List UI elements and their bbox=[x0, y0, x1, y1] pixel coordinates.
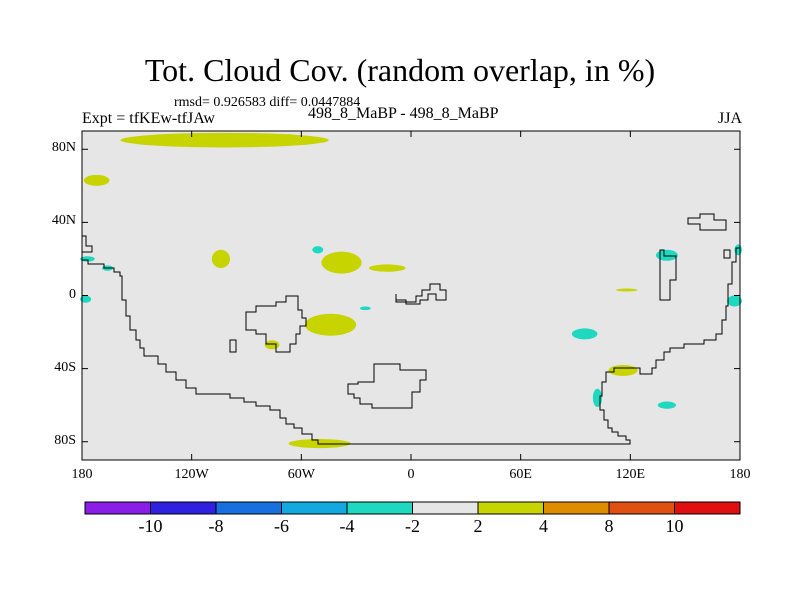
colorbar-swatch bbox=[346, 501, 413, 515]
colorbar-label: -10 bbox=[138, 516, 163, 536]
x-tick-label: 60E bbox=[509, 467, 532, 482]
anomaly-region-20 bbox=[727, 295, 742, 307]
coastline-south-america-interior bbox=[245, 295, 307, 353]
coastlines bbox=[82, 213, 741, 445]
anomaly-region-9 bbox=[615, 288, 638, 292]
anomaly-region-3 bbox=[211, 249, 231, 269]
x-tick-label: 180 bbox=[71, 467, 93, 482]
anomaly-region-7 bbox=[264, 340, 280, 350]
colorbar-swatch bbox=[608, 501, 675, 515]
colorbar-swatch bbox=[543, 501, 610, 515]
colorbar-swatch bbox=[281, 501, 348, 515]
coastline-americas bbox=[82, 244, 741, 445]
anomaly-region-14 bbox=[80, 295, 92, 303]
colorbar-label: -8 bbox=[208, 516, 224, 536]
colorbar bbox=[84, 501, 741, 515]
y-axis bbox=[82, 148, 740, 443]
coastline-equatorial-island bbox=[395, 283, 447, 305]
colorbar-swatch bbox=[150, 501, 217, 515]
colorbar-label: 2 bbox=[473, 516, 483, 536]
x-axis bbox=[81, 131, 741, 460]
x-tick-label: 120W bbox=[174, 467, 209, 482]
x-tick-label: 0 bbox=[407, 467, 415, 482]
anomaly-region-0 bbox=[120, 132, 329, 148]
map-background bbox=[82, 131, 740, 460]
y-tick-label: 40S bbox=[54, 359, 76, 375]
anomaly-region-11 bbox=[312, 246, 324, 254]
colorbar-label: 10 bbox=[665, 516, 684, 536]
colorbar-swatch bbox=[674, 501, 741, 515]
anomaly-region-4 bbox=[321, 251, 362, 274]
anomaly-region-19 bbox=[657, 401, 677, 409]
coastline-asia-northeast bbox=[687, 213, 727, 231]
anomaly-region-16 bbox=[655, 249, 678, 261]
colorbar-label: -4 bbox=[339, 516, 355, 536]
coastline-sea-inlet bbox=[723, 249, 731, 259]
anomaly-region-2 bbox=[83, 174, 110, 186]
coastline-north-american-edge bbox=[82, 235, 93, 253]
coastline-small-island-a bbox=[229, 339, 237, 353]
colorbar-swatch bbox=[215, 501, 282, 515]
y-tick-label: 80S bbox=[54, 432, 76, 448]
case-label: 498_8_MaBP - 498_8_MaBP bbox=[308, 105, 499, 122]
anomaly-region-17 bbox=[571, 328, 598, 340]
colorbar-label: 8 bbox=[604, 516, 614, 536]
season-label: JJA bbox=[717, 110, 742, 127]
coastline-west-pacific bbox=[659, 249, 677, 301]
plot-title: Tot. Cloud Cov. (random overlap, in %) bbox=[144, 52, 656, 88]
colorbar-swatch bbox=[412, 501, 479, 515]
anomaly-region-15 bbox=[359, 306, 371, 311]
colorbar-label: -6 bbox=[274, 516, 289, 536]
y-tick-label: 0 bbox=[69, 286, 76, 302]
y-tick-label: 40N bbox=[51, 213, 76, 229]
colorbar-swatch bbox=[84, 501, 151, 515]
x-tick-label: 120E bbox=[615, 467, 646, 482]
coastline-antarctic-island bbox=[347, 363, 427, 409]
anomaly-region-1 bbox=[131, 136, 161, 141]
stats-text: rmsd= 0.926583 diff= 0.0447884 bbox=[174, 95, 361, 110]
experiment-label: Expt = tfKEw-tfJAw bbox=[82, 110, 215, 127]
anomaly-region-5 bbox=[368, 264, 406, 272]
anomaly-region-18 bbox=[592, 388, 603, 407]
colorbar-label: 4 bbox=[539, 516, 548, 536]
colorbar-label: -2 bbox=[405, 516, 420, 536]
anomaly-region-8 bbox=[608, 364, 638, 376]
x-tick-label: 180 bbox=[729, 467, 751, 482]
colorbar-swatch bbox=[477, 501, 544, 515]
x-tick-label: 60W bbox=[287, 467, 315, 482]
y-tick-label: 80N bbox=[51, 140, 76, 156]
anomaly-region-6 bbox=[304, 313, 357, 336]
